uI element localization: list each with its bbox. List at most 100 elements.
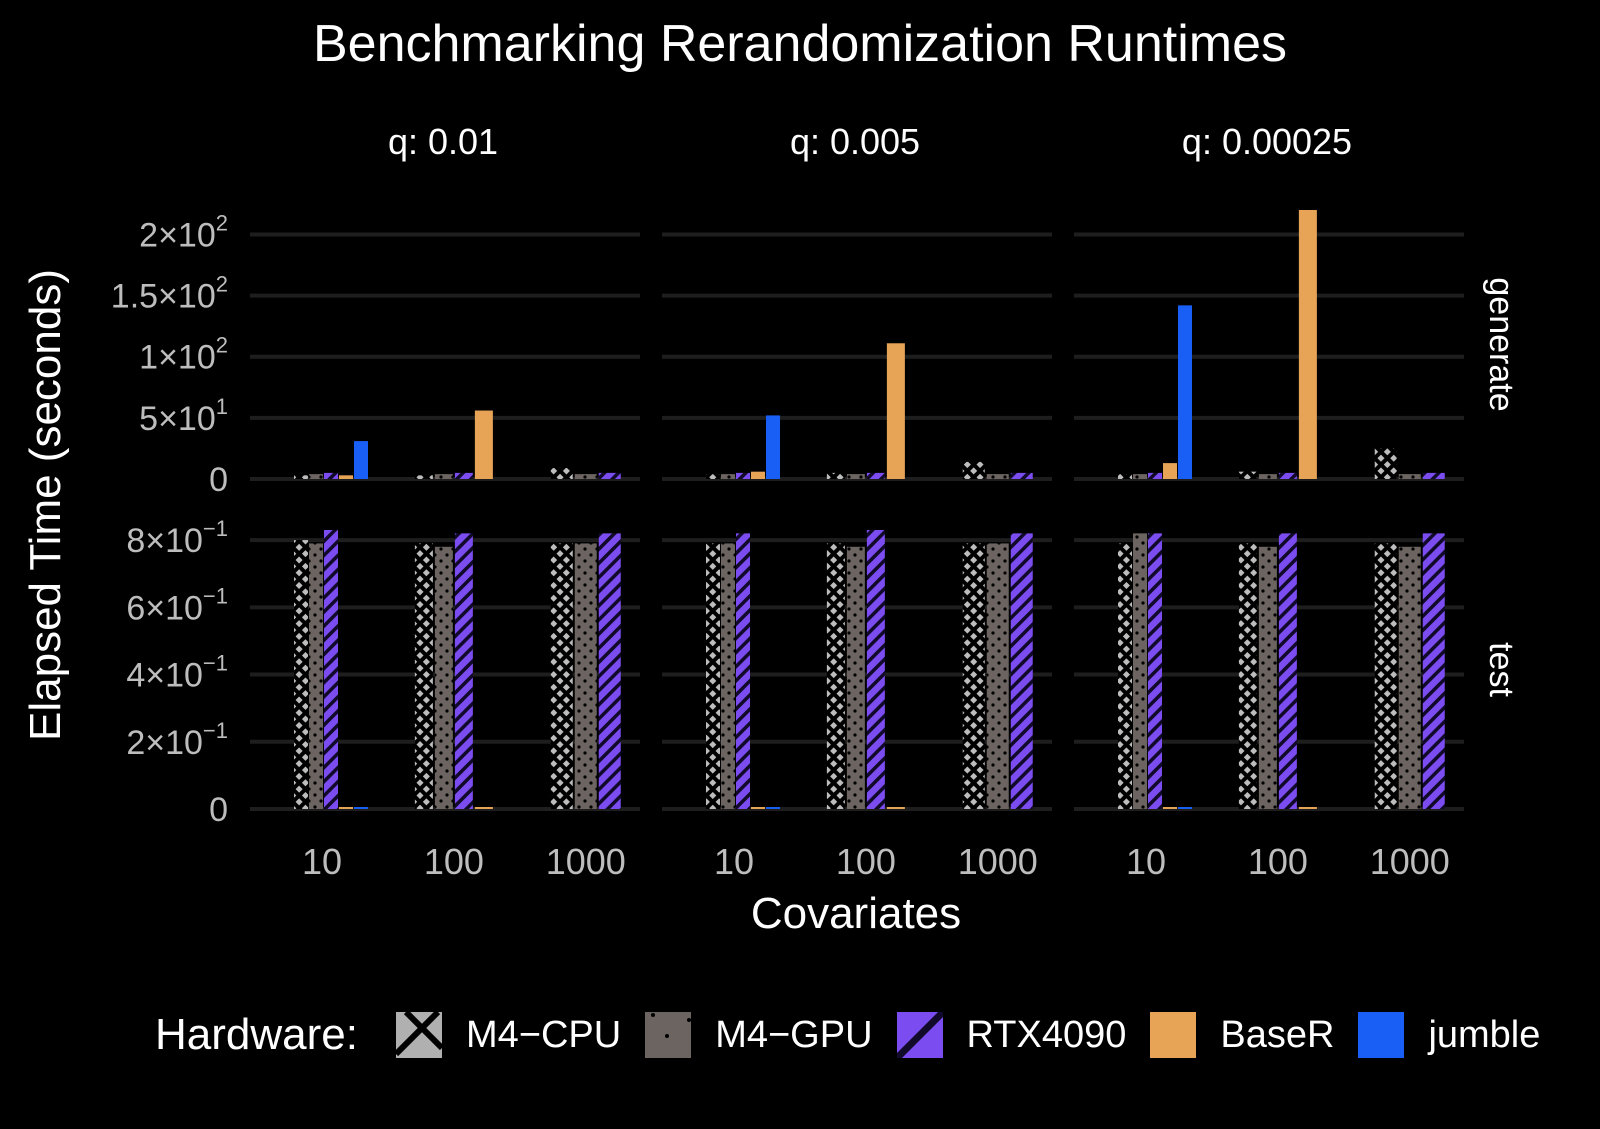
tick-mantissa: 8×10 — [126, 522, 203, 560]
bar-rtx4090 — [1422, 533, 1445, 809]
bar-m4-gpu — [574, 474, 597, 479]
bar-jumble — [354, 807, 368, 809]
bar-jumble — [1178, 305, 1192, 479]
tick-exponent: 2 — [216, 333, 228, 358]
bar-m4-gpu — [574, 543, 597, 809]
bar-baser — [474, 807, 493, 809]
bar-rtx4090 — [736, 533, 750, 809]
bar-m4-gpu — [1398, 546, 1421, 809]
bar-m4-cpu — [962, 543, 985, 809]
tick-mantissa: 6×10 — [126, 589, 203, 627]
y-tick-label: 8×10−1 — [126, 516, 228, 560]
bar-m4-cpu — [1238, 543, 1257, 809]
bar-m4-gpu — [1133, 533, 1147, 809]
strip-label-row: test — [1482, 642, 1520, 697]
x-tick-label: 10 — [302, 841, 342, 882]
chart-svg: 05×1011×1021.5×1022×102generate02×10−14×… — [21, 121, 1520, 938]
bar-m4-cpu — [1374, 448, 1397, 479]
legend-key-m4-cpu — [395, 1012, 442, 1058]
tick-exponent: 1 — [216, 394, 228, 419]
bar-jumble — [766, 415, 780, 479]
bar-baser — [339, 475, 353, 479]
y-axis-title: Elapsed Time (seconds) — [21, 269, 70, 741]
tick-mantissa: 4×10 — [126, 657, 203, 695]
bar-jumble — [354, 441, 368, 479]
bar-baser — [474, 410, 493, 479]
bar-jumble — [766, 807, 780, 809]
bar-rtx4090 — [324, 530, 338, 809]
bar-m4-gpu — [846, 546, 865, 809]
bar-baser — [751, 807, 765, 809]
bar-baser — [1298, 807, 1317, 809]
bar-m4-gpu — [434, 474, 453, 479]
y-tick-label: 0 — [209, 461, 228, 499]
chart-title: Benchmarking Rerandomization Runtimes — [312, 15, 1287, 73]
bar-rtx4090 — [1422, 472, 1445, 479]
x-tick-label: 1000 — [546, 841, 626, 882]
bar-rtx4090 — [598, 472, 621, 479]
tick-exponent: −1 — [203, 651, 228, 676]
x-tick-label: 100 — [424, 841, 484, 882]
legend-key-jumble — [1358, 1012, 1405, 1058]
bar-m4-cpu — [962, 461, 985, 479]
bar-baser — [886, 343, 905, 479]
tick-exponent: −1 — [203, 718, 228, 743]
y-tick-label: 1×102 — [139, 333, 228, 377]
legend-label: M4−CPU — [465, 1013, 622, 1056]
bar-jumble — [1178, 807, 1192, 809]
tick-mantissa: 0 — [209, 461, 228, 499]
bar-m4-cpu — [414, 475, 433, 479]
x-tick-label: 100 — [1248, 841, 1308, 882]
bar-m4-cpu — [706, 474, 720, 479]
bar-m4-gpu — [434, 546, 453, 809]
bar-baser — [1163, 807, 1177, 809]
y-tick-label: 1.5×102 — [111, 272, 228, 316]
bar-baser — [339, 807, 353, 809]
bar-baser — [751, 471, 765, 479]
bar-rtx4090 — [454, 472, 473, 479]
tick-mantissa: 0 — [209, 791, 228, 829]
strip-label-col: q: 0.00025 — [1182, 121, 1352, 162]
legend-item-jumble: jumble — [1358, 1012, 1540, 1058]
bar-baser — [1163, 463, 1177, 479]
bar-rtx4090 — [1148, 472, 1162, 479]
strip-label-col: q: 0.01 — [388, 121, 498, 162]
legend-label: RTX4090 — [966, 1013, 1127, 1056]
legend-item-m4-gpu: M4−GPU — [645, 1012, 873, 1058]
legend-key-baser — [1150, 1012, 1197, 1058]
legend-key-rtx4090 — [896, 1012, 943, 1058]
legend-item-rtx4090: RTX4090 — [896, 1012, 1127, 1058]
legend-item-m4-cpu: M4−CPU — [395, 1012, 622, 1058]
bar-m4-cpu — [1118, 474, 1132, 479]
bar-m4-gpu — [721, 543, 735, 809]
bar-m4-cpu — [550, 467, 573, 479]
bar-rtx4090 — [1278, 472, 1297, 479]
bar-m4-cpu — [294, 540, 308, 809]
legend-title: Hardware: — [155, 1010, 358, 1059]
bar-rtx4090 — [1148, 533, 1162, 809]
tick-exponent: −1 — [203, 516, 228, 541]
tick-mantissa: 2×10 — [126, 724, 203, 762]
bar-m4-cpu — [294, 475, 308, 479]
legend-label: jumble — [1428, 1013, 1541, 1056]
bar-m4-gpu — [309, 543, 323, 809]
bar-m4-gpu — [1398, 474, 1421, 479]
bar-m4-gpu — [721, 474, 735, 479]
x-axis-title: Covariates — [751, 889, 961, 938]
y-tick-label: 2×10−1 — [126, 718, 228, 762]
y-tick-label: 0 — [209, 791, 228, 829]
tick-exponent: 2 — [216, 272, 228, 297]
x-tick-label: 100 — [836, 841, 896, 882]
bar-rtx4090 — [736, 472, 750, 479]
tick-exponent: −1 — [203, 583, 228, 608]
bar-m4-cpu — [1118, 543, 1132, 809]
legend: Hardware: M4−CPU M4−GPU RTX4090 BaseR — [155, 1010, 1564, 1060]
strip-label-col: q: 0.005 — [790, 121, 920, 162]
bar-m4-cpu — [706, 543, 720, 809]
tick-mantissa: 2×10 — [139, 216, 216, 254]
bar-rtx4090 — [1010, 472, 1033, 479]
x-tick-label: 1000 — [958, 841, 1038, 882]
tick-mantissa: 5×10 — [139, 400, 216, 438]
bar-rtx4090 — [866, 472, 885, 479]
tick-mantissa: 1×10 — [139, 339, 216, 377]
